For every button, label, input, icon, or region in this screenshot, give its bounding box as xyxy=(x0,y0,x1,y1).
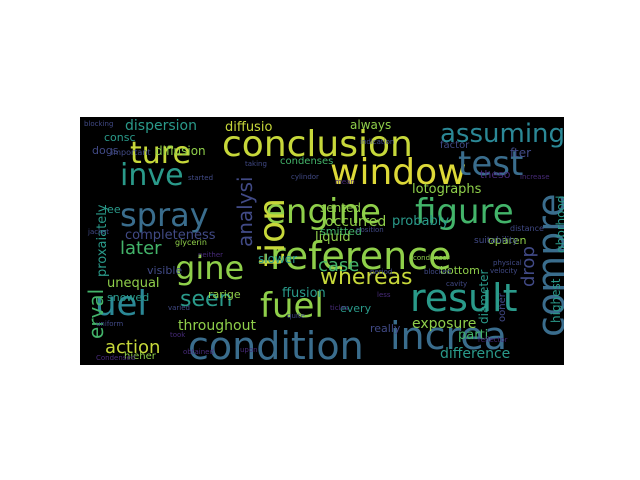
word-increase: increase xyxy=(520,173,550,181)
word-period: period xyxy=(370,268,393,276)
word-smitted: smitted xyxy=(320,225,362,238)
word-mean: mean xyxy=(335,178,355,186)
word-fter: fter xyxy=(510,146,532,160)
word-engine: engine xyxy=(265,192,381,232)
word-cloud: condition conclusion reference engine figure… xyxy=(80,117,564,365)
word-dogs: dogs xyxy=(92,144,119,157)
word-spray: spray xyxy=(120,196,209,234)
word-important: important xyxy=(111,148,151,157)
word-ghbrhood: ghbrhood xyxy=(554,195,564,253)
word-theso: theso xyxy=(480,168,511,181)
word-conclusion: conclusion xyxy=(222,124,413,165)
word-highest: highest xyxy=(549,278,563,323)
word-condensed: Condensed xyxy=(96,354,136,362)
word-ffusion: ffusion xyxy=(282,286,326,301)
word-factor: factor xyxy=(440,140,470,151)
word-diflusion: diflusion xyxy=(155,144,206,158)
word-blocked: blocked xyxy=(424,268,452,276)
word-rarige: rarige xyxy=(208,288,241,301)
word-cylindor: cylindor xyxy=(291,173,319,181)
word-case: case xyxy=(318,255,360,276)
word-lotographs: lotographs xyxy=(412,182,482,197)
word-difference: difference xyxy=(440,346,511,362)
word-window: window xyxy=(330,152,467,193)
word-oparen: oparen xyxy=(488,234,527,247)
word-sented: sented xyxy=(320,201,361,215)
word-condenses: condenses xyxy=(280,156,334,167)
word-blocking: blocking xyxy=(84,120,114,128)
word-diameter: diameter xyxy=(477,269,491,324)
word-liquid: liquid xyxy=(315,230,351,245)
word-parti: parti xyxy=(458,328,489,343)
word-condenser: condenser xyxy=(413,254,450,262)
word-hieher: hieher xyxy=(124,351,156,362)
word-uel: uel xyxy=(95,284,147,324)
word-cavity: cavity xyxy=(446,280,468,288)
word-taking: taking xyxy=(245,160,267,168)
word-every: every xyxy=(340,302,372,315)
word-jacket: jacket xyxy=(88,228,109,236)
word-velocity: velocity xyxy=(490,267,518,275)
word-condition: condition xyxy=(188,324,364,365)
word-diffusio: diffusio xyxy=(225,120,273,135)
word-result: result xyxy=(410,276,518,320)
word-assuming: assuming xyxy=(440,119,564,149)
word-exposure: exposure xyxy=(412,316,477,332)
word-always: always xyxy=(350,118,392,132)
word-visible: visible xyxy=(147,264,183,277)
word-completeness: completeness xyxy=(125,228,216,243)
word-really: really xyxy=(370,322,401,335)
word-erval: erval xyxy=(84,288,108,339)
word-uniform: uniform xyxy=(96,320,124,328)
word-probably: probably xyxy=(392,214,450,229)
word-figure: figure xyxy=(415,192,514,232)
word-ture: ture xyxy=(130,136,191,171)
word-reference: reference xyxy=(270,234,452,278)
word-increa: increa xyxy=(390,314,507,358)
word-took: took xyxy=(170,331,186,339)
word-fuel: fuel xyxy=(260,286,324,326)
word-gine: gine xyxy=(175,249,245,287)
word-position: position xyxy=(356,226,384,234)
word-neither: neither xyxy=(198,251,224,259)
word-glycerin: glycerin xyxy=(175,238,207,247)
word-whereas: whereas xyxy=(320,265,413,290)
word-indication: indication xyxy=(360,138,395,146)
word-reflector: reflector xyxy=(478,336,508,344)
word-upon: upon xyxy=(240,346,258,354)
word-proxaiately: proxaiately xyxy=(95,204,110,277)
word-distance: distance xyxy=(510,224,544,233)
word-physical: physical xyxy=(493,259,522,267)
word-throughout: throughout xyxy=(178,318,256,334)
word-later: later xyxy=(120,238,162,259)
word-lee: lee xyxy=(104,203,121,216)
word-ooner: ooner xyxy=(497,293,508,322)
word-inve: inve xyxy=(120,158,184,193)
word-varied: varied xyxy=(168,304,191,312)
word-suitability: suitability xyxy=(474,236,519,246)
word-ticles: ticles xyxy=(330,304,349,312)
word-seen: seen xyxy=(180,287,233,312)
word-consc: consc xyxy=(104,131,136,144)
word-started: started xyxy=(188,174,214,182)
word-less: less xyxy=(377,291,391,299)
word-drop: drop xyxy=(518,246,539,287)
word-test: test xyxy=(458,144,524,184)
word-unequal: unequal xyxy=(107,276,160,291)
word-dispersion: dispersion xyxy=(125,118,197,134)
word-quite: quite xyxy=(287,312,305,320)
word-occurred: occurred xyxy=(325,214,387,230)
word-analysi: analysi xyxy=(233,176,257,247)
word-slower: slower xyxy=(258,252,298,266)
word-obtained: obtained xyxy=(183,348,214,356)
word-bottom: bottom xyxy=(440,264,480,277)
word-snowed: snowed xyxy=(107,291,150,304)
word-action: action xyxy=(105,337,161,358)
